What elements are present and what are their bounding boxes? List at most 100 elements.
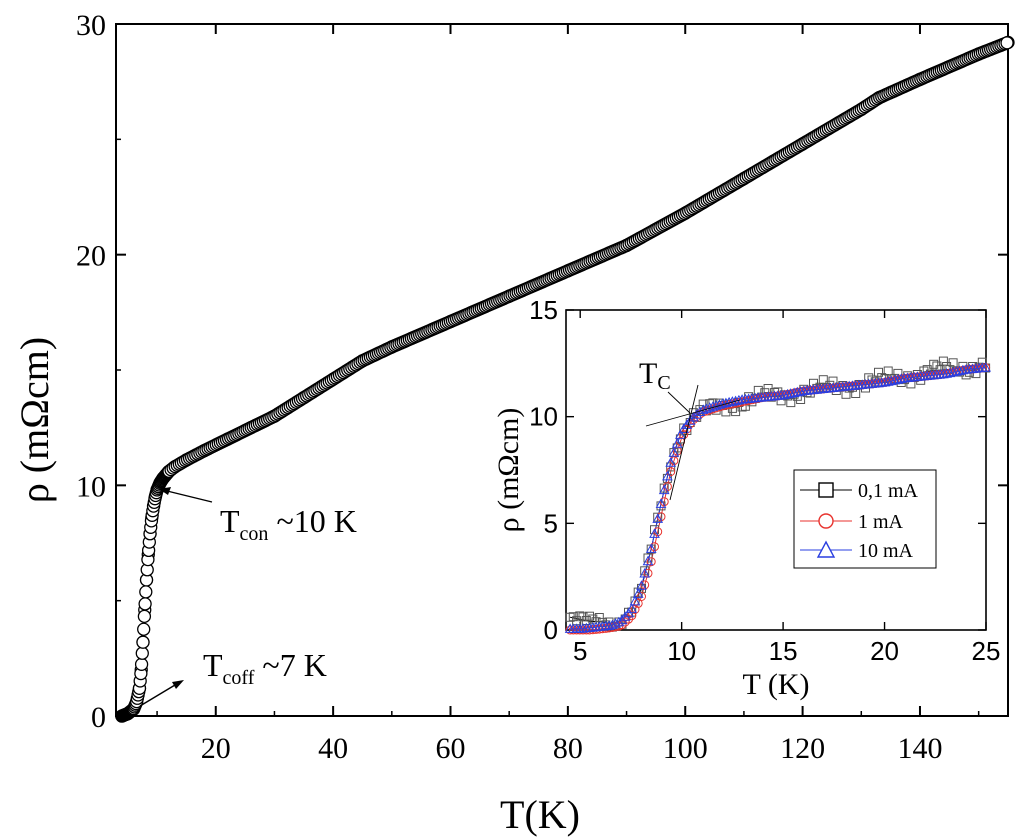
main-y-tick-label: 10 [76,470,106,503]
annotation-tcoff-arrow-line [139,681,181,707]
inset-point-triangle [655,498,667,508]
inset-point-triangle [723,396,735,407]
inset-point-triangle [603,620,615,630]
inset-y-tick-label: 0 [544,615,558,645]
inset-tc-sub: C [657,372,670,394]
inset-point-triangle [895,373,907,383]
inset-x-tick-label: 20 [870,636,899,666]
inset-y-tick-label: 5 [544,508,558,538]
inset-point-square [585,611,594,621]
inset-point-triangle [954,365,965,375]
legend-entry-1-ma: 1 mA [800,511,904,533]
inset-legend: 0,1 mA 1 mA 10 mA [793,469,937,569]
inset-y-tick-label: 15 [529,295,558,325]
inset-point-triangle [629,595,641,606]
annotation-tcon-arrow-line [162,489,213,503]
inset-legend-frame [793,469,937,569]
inset-point-triangle [613,616,625,627]
inset-x-tick-label: 25 [972,636,1001,666]
annotation-tcon-label: Tcon ~10 K [220,503,357,545]
inset-point-triangle [785,388,797,398]
inset-point-circle [646,557,656,567]
inset-point-triangle [652,513,664,523]
inset-point-triangle [782,388,793,399]
inset-point-triangle [717,398,728,408]
main-x-tick-label: 40 [318,732,348,765]
main-curve-marker [135,646,149,660]
inset-data [564,356,991,635]
legend-label-10-ma: 10 mA [858,540,914,562]
inset-point-triangle [675,429,686,439]
inset-point-triangle [720,397,732,408]
inset-x-tick-label: 5 [573,636,587,666]
inset-point-triangle [886,375,897,386]
inset-point-triangle [649,528,660,538]
inset-point-triangle [645,543,657,553]
legend-entry-0-1-ma: 0,1 mA [800,480,919,502]
legend-label-1-ma: 1 mA [858,511,904,533]
main-x-tick-label: 120 [780,732,825,765]
annotation-tcoff-rest: ~7 K [254,647,326,683]
main-x-tick-label: 60 [436,732,466,765]
inset-point-square [919,366,929,376]
main-curve-marker [139,585,153,599]
inset-point-square [575,611,585,621]
annotation-tcoff-arrowhead [172,680,184,689]
inset-point-triangle [671,438,683,448]
inset-point-square [565,612,575,622]
inset-point-triangle [714,399,725,409]
inset-tc-label: TC [639,357,671,394]
annotation-tcoff-label: Tcoff ~7 K [203,647,327,689]
main-y-tick-label: 30 [76,9,106,42]
main-curve-marker [1000,36,1014,50]
main-curve-marker [136,635,150,649]
annotation-tcoff: Tcoff ~7 K [139,647,327,707]
legend-marker-square [818,482,834,498]
main-x-tick-label: 100 [663,732,708,765]
inset-y-axis-title: ρ (mΩcm) [492,408,525,533]
annotation-tcon-arrowhead [159,487,171,495]
inset-point-triangle [707,401,719,411]
inset-point-circle [666,467,676,477]
inset-point-triangle [632,588,644,598]
inset-point-square [874,367,883,377]
inset-point-triangle [639,567,651,578]
inset-point-square [653,512,663,522]
annotation-tcon: Tcon ~10 K [159,487,357,545]
inset-point-square [929,359,939,369]
inset-x-tick-label: 10 [667,636,696,666]
inset-tc-main: T [639,357,657,390]
main-x-axis-title: T(K) [500,792,580,837]
inset-point-square [938,356,948,366]
main-curve-marker [137,609,152,623]
inset-tc-pointer [667,391,691,414]
inset-point-triangle [658,484,670,495]
legend-entry-10-ma: 10 mA [800,540,914,562]
inset-point-triangle [791,386,803,397]
inset-point-triangle [788,387,800,397]
main-y-tick-label: 0 [91,701,106,734]
inset-point-triangle [668,447,680,457]
main-data-points [115,35,1015,723]
inset-point-square [935,365,945,375]
inset-point-circle [575,625,585,635]
inset-x-tick-label: 15 [769,636,798,666]
inset-point-triangle [662,470,673,481]
inset-point-circle [565,625,575,635]
inset-tc-tangent-steep [669,384,699,501]
inset-point-triangle [616,614,628,625]
inset-point-triangle [980,362,991,372]
inset-point-triangle [951,366,962,376]
inset-point-triangle [733,394,745,405]
inset-point-square [877,373,887,383]
main-curve-marker [138,597,152,611]
inset-point-circle [572,625,582,635]
inset-point-triangle [795,386,806,396]
inset-point-triangle [944,367,956,378]
inset-point-triangle [684,415,696,425]
legend-marker-triangle [816,540,836,558]
inset-point-triangle [947,366,959,377]
